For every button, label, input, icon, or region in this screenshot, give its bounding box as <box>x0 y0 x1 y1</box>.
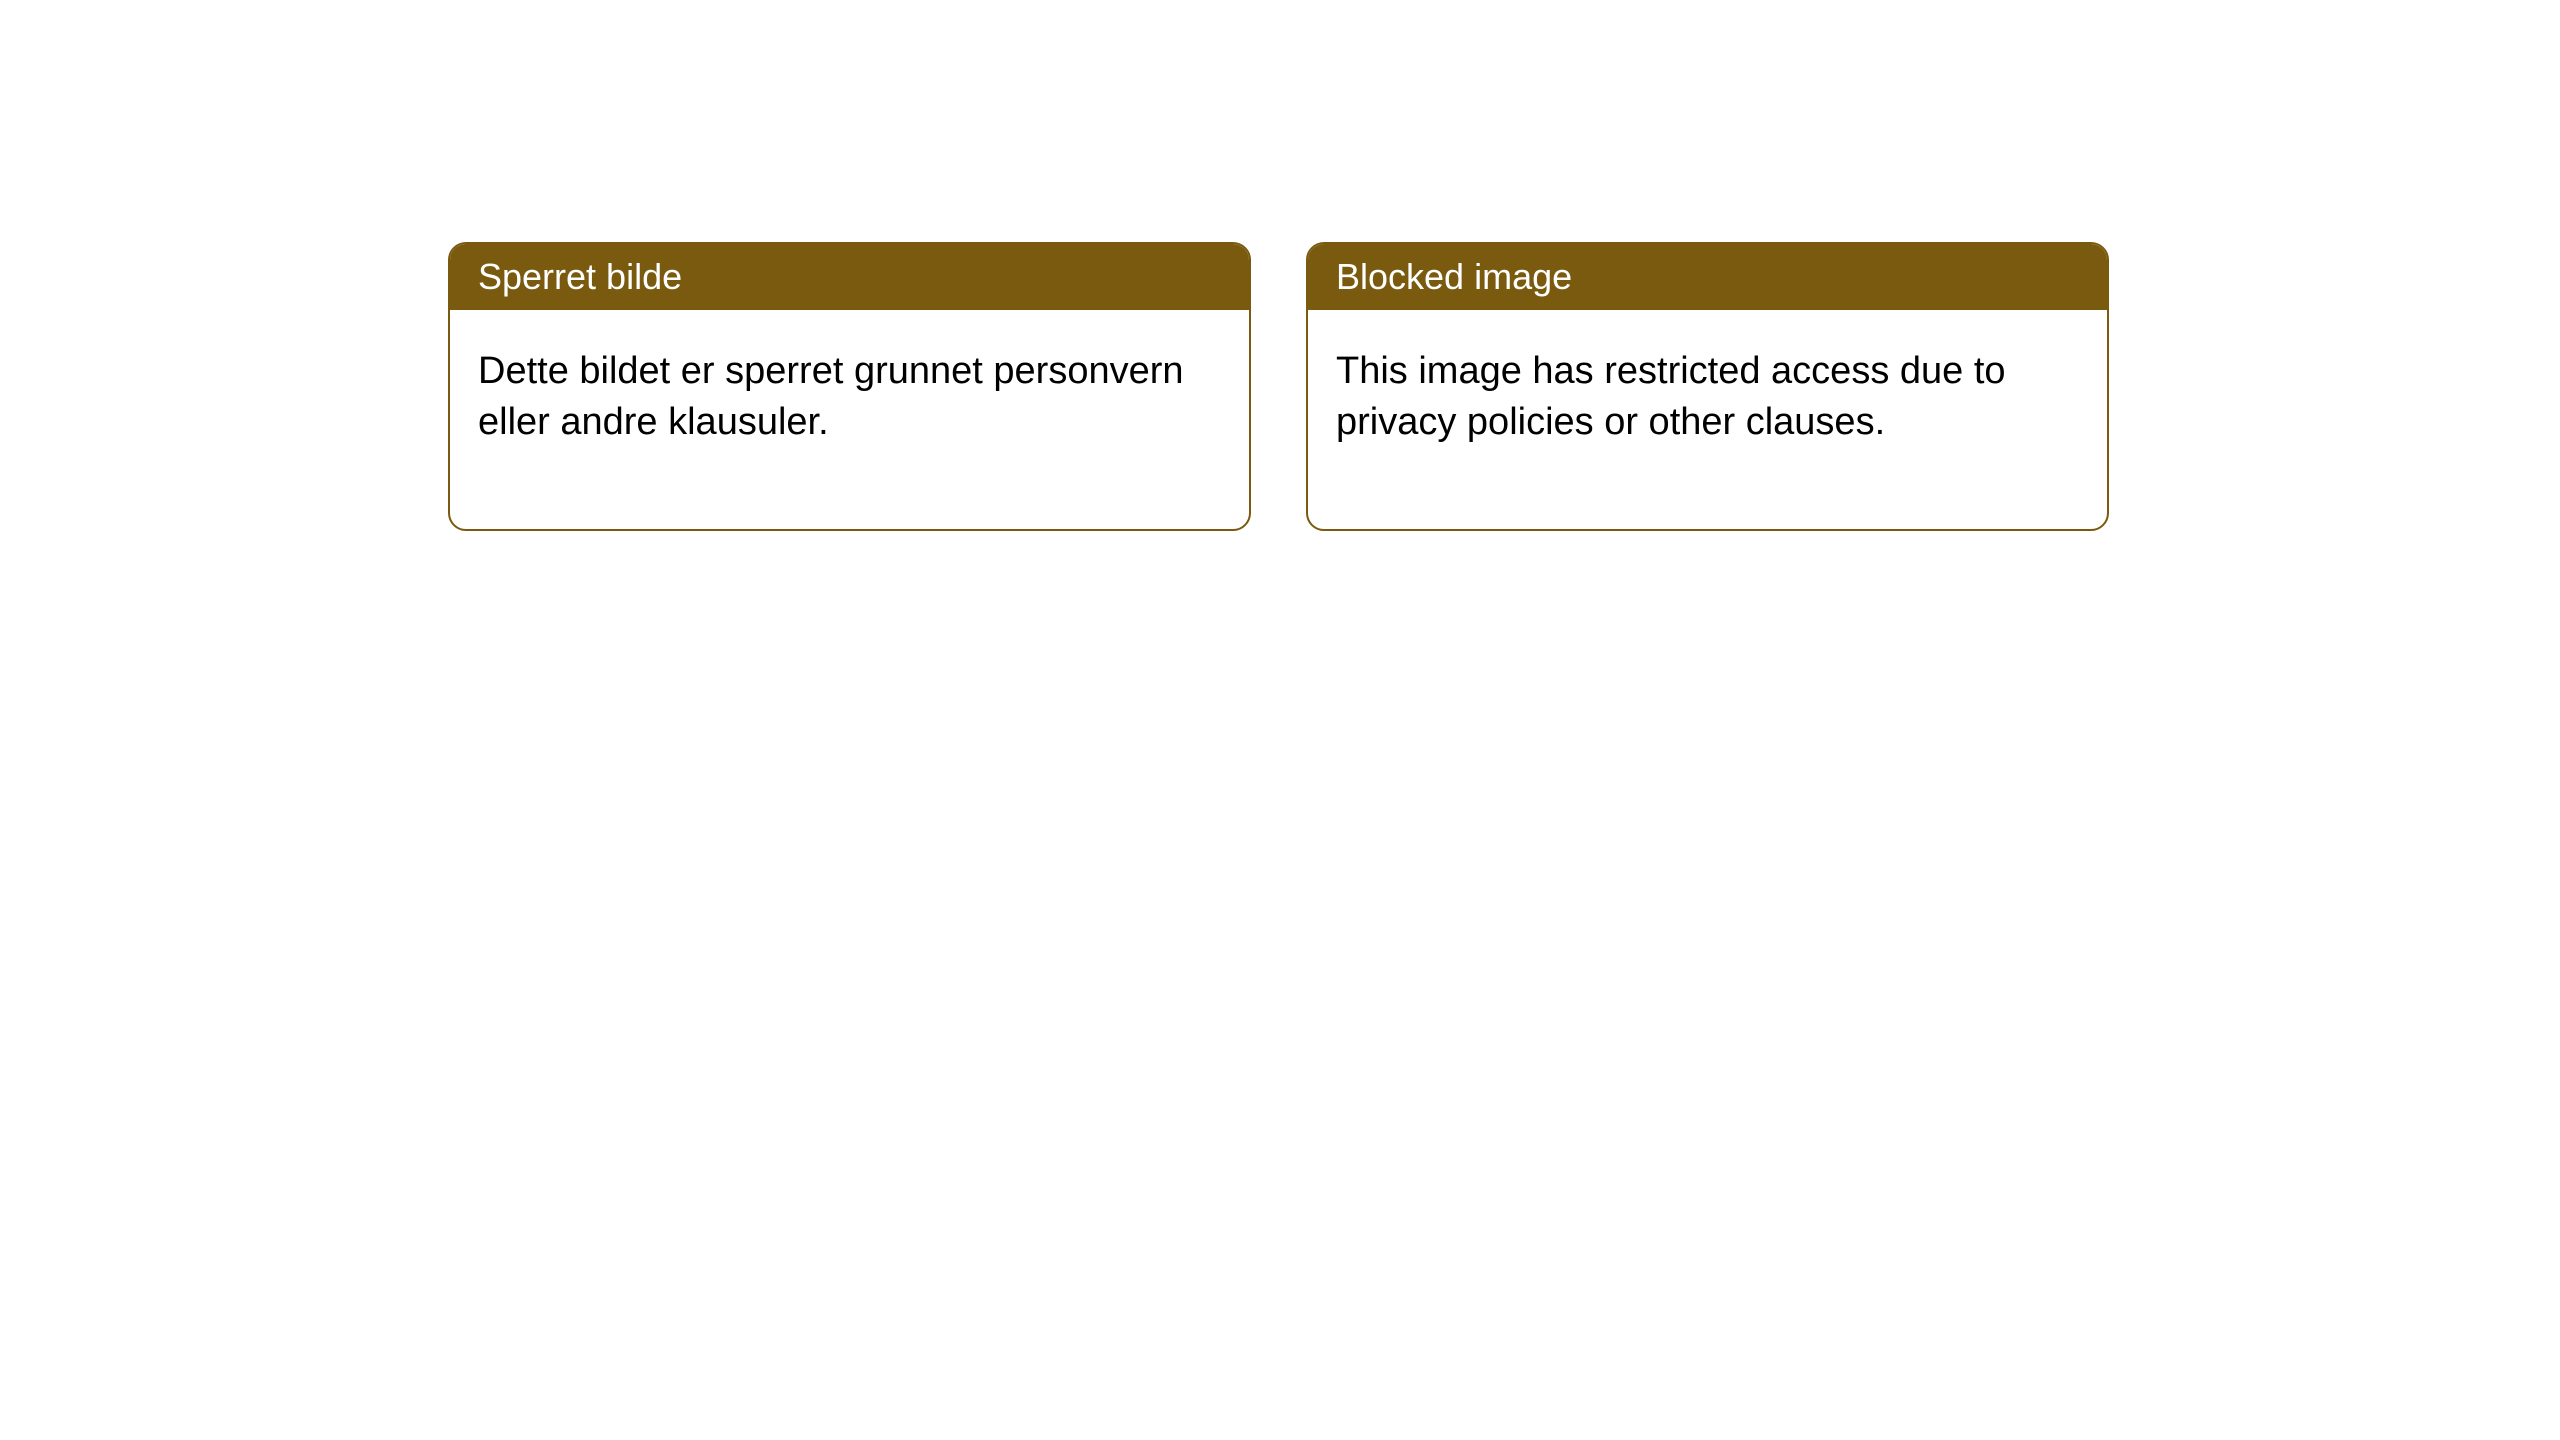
notice-container: Sperret bilde Dette bildet er sperret gr… <box>448 242 2109 531</box>
notice-card-english: Blocked image This image has restricted … <box>1306 242 2109 531</box>
notice-body: This image has restricted access due to … <box>1308 310 2107 529</box>
notice-header: Blocked image <box>1308 244 2107 310</box>
notice-title: Sperret bilde <box>478 256 682 297</box>
notice-card-norwegian: Sperret bilde Dette bildet er sperret gr… <box>448 242 1251 531</box>
notice-title: Blocked image <box>1336 256 1572 297</box>
notice-body: Dette bildet er sperret grunnet personve… <box>450 310 1249 529</box>
notice-text: Dette bildet er sperret grunnet personve… <box>478 350 1184 443</box>
notice-header: Sperret bilde <box>450 244 1249 310</box>
notice-text: This image has restricted access due to … <box>1336 350 2006 443</box>
